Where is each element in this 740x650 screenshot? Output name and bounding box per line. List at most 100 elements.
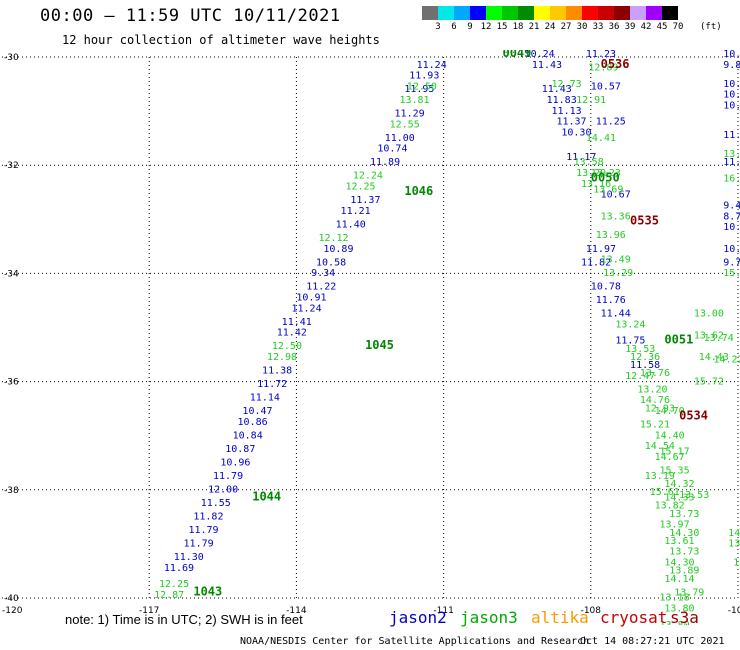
color-scale-tick: 36 (608, 22, 620, 32)
wave-height-label: 10.91 (296, 292, 326, 303)
wave-height-label: 10.47 (242, 406, 272, 417)
wave-height-label: 14.30 (669, 528, 699, 539)
wave-height-label: 11.17 (566, 152, 596, 163)
x-tick-label: -117 (139, 606, 159, 616)
wave-height-label: 11.37 (556, 117, 586, 128)
pass-time-label: 0049 (502, 50, 531, 60)
wave-height-label: 14.43 (699, 352, 729, 363)
wave-height-label: 14.40 (655, 430, 685, 441)
wave-height-label: 13.53 (679, 490, 709, 501)
color-scale-tick: 30 (576, 22, 588, 32)
wave-height-label: 12.47 (625, 371, 655, 382)
color-swatch (662, 6, 678, 20)
wave-height-label: 10.72 (723, 222, 740, 233)
wave-height-label: 11.95 (404, 84, 434, 95)
wave-height-label: 13.97 (659, 520, 689, 531)
color-swatch (614, 6, 630, 20)
wave-height-label: 13.80 (659, 620, 689, 625)
x-tick-label: -114 (286, 606, 307, 616)
wave-height-label: 14.33 (664, 493, 694, 504)
x-tick-label: -111 (433, 606, 453, 616)
wave-height-label: 13.76 (640, 368, 670, 379)
wave-height-label: 11.72 (257, 379, 287, 390)
wave-height-label: 12.89 (588, 63, 618, 74)
color-scale-unit: (ft) (700, 22, 722, 32)
wave-height-label: 11.23 (586, 50, 616, 60)
wave-height-label: 10.86 (238, 417, 268, 428)
color-swatch (454, 6, 470, 20)
color-scale-tick: 18 (512, 22, 524, 32)
wave-height-label: 12.12 (318, 233, 348, 244)
wave-height-label: 10.84 (233, 430, 263, 441)
wave-height-label: 8.78 (723, 211, 740, 222)
wave-height-label: 13.36 (601, 211, 631, 222)
wave-height-label: 13.81 (399, 95, 429, 106)
wave-height-label: 10.30 (561, 127, 591, 138)
wave-height-label: 15.17 (659, 447, 689, 458)
wave-height-label: 14.14 (664, 574, 694, 585)
color-scale-tick: 42 (640, 22, 652, 32)
wave-height-label: 13.58 (574, 157, 604, 168)
color-swatch (630, 6, 646, 20)
wave-height-label: 11.37 (350, 195, 380, 206)
wave-height-label: 14.30 (664, 558, 694, 569)
wave-height-label: 11.00 (385, 133, 415, 144)
wave-height-label: 10.59 (723, 50, 740, 60)
wave-height-label: 12.00 (208, 485, 238, 496)
wave-height-label: 11.79 (184, 539, 214, 550)
color-scale-bar (422, 6, 678, 20)
color-swatch (534, 6, 550, 20)
color-scale-tick: 33 (592, 22, 604, 32)
wave-height-label: 11.42 (277, 328, 307, 339)
wave-height-label: 13.74 (704, 333, 734, 344)
wave-height-label: 11.75 (615, 336, 645, 347)
wave-height-label: 11.22 (306, 282, 336, 293)
wave-height-label: 11.82 (193, 512, 223, 523)
pass-time-label: 1046 (404, 184, 433, 198)
y-tick-label: -30 (4, 53, 19, 63)
color-swatch (486, 6, 502, 20)
wave-height-label: 12.91 (576, 95, 606, 106)
wave-height-label: 10.24 (525, 50, 555, 60)
color-scale-tick: 9 (467, 22, 473, 32)
wave-height-label: 9.75 (723, 257, 740, 268)
legend-item-jason2: jason2 (389, 608, 447, 627)
chart-subtitle: 12 hour collection of altimeter wave hei… (62, 33, 380, 47)
pass-time-label: 1044 (252, 490, 281, 504)
wave-height-label: 11.82 (581, 257, 611, 268)
wave-height-label: 14.70 (655, 406, 685, 417)
wave-height-label: 13.73 (669, 547, 699, 558)
wave-height-label: 13.82 (655, 501, 685, 512)
wave-height-label: 10.89 (323, 244, 353, 255)
wave-height-label: 13.62 (694, 330, 724, 341)
wave-height-label: 13.16 (581, 179, 611, 190)
chart-title: 00:00 – 11:59 UTC 10/11/2021 (40, 6, 341, 26)
wave-height-label: 9.34 (311, 268, 335, 279)
wave-height-label: 11.44 (601, 309, 631, 320)
wave-height-label: 14.67 (655, 452, 685, 463)
wave-height-label: 11.43 (542, 84, 572, 95)
wave-height-label: 13.89 (669, 566, 699, 577)
wave-height-label: 13.29 (603, 268, 633, 279)
wave-height-label: 10.96 (220, 457, 250, 468)
wave-height-label: 10.10 (723, 244, 740, 255)
wave-height-label: 11.83 (547, 95, 577, 106)
wave-height-label: 9.83 (723, 60, 740, 71)
wave-height-label: 10.58 (723, 100, 740, 111)
wave-height-label: 15. (733, 558, 740, 569)
pass-time-label: 0536 (601, 57, 630, 71)
wave-height-label: 11.14 (250, 393, 280, 404)
wave-height-label: 11.79 (213, 471, 243, 482)
color-scale-tick: 21 (528, 22, 540, 32)
wave-height-label: 11.29 (395, 109, 425, 120)
wave-height-label: 13.24 (615, 320, 645, 331)
wave-height-label: 11.32 (723, 157, 740, 168)
wave-height-label: 11.40 (336, 219, 366, 230)
wave-height-label: 12.93 (645, 403, 675, 414)
wave-height-label: 15.72 (694, 376, 724, 387)
wave-height-label: 12.50 (407, 81, 437, 92)
wave-height-label: 11.69 (164, 563, 194, 574)
color-scale-tick: 70 (672, 22, 684, 32)
wave-height-label: 12.25 (345, 182, 375, 193)
pass-time-label: 1045 (365, 338, 394, 352)
